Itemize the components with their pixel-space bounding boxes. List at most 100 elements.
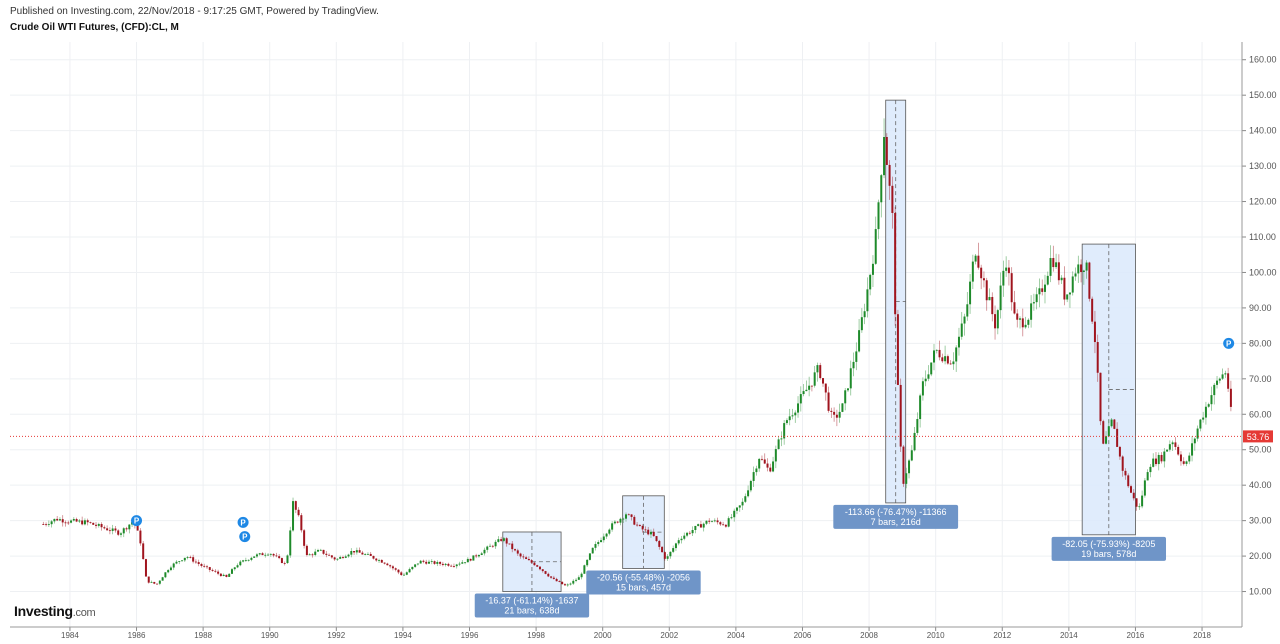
candle-body (1154, 458, 1157, 465)
candle-body (192, 557, 195, 562)
candle-body (982, 278, 985, 281)
candle-body (267, 554, 270, 556)
candle-body (969, 281, 972, 305)
candle-body (957, 336, 960, 348)
candle-body (625, 514, 627, 519)
candle-body (855, 351, 858, 362)
candle-body (350, 551, 353, 555)
candle-body (949, 363, 952, 365)
range-label-change: -20.56 (-55.48%) -2056 (597, 573, 690, 583)
candle-body (944, 356, 947, 362)
candle-body (702, 523, 705, 528)
p-marker[interactable]: P (239, 531, 251, 543)
candle-body (408, 569, 411, 573)
candle-body (239, 561, 242, 566)
candle-body (810, 385, 813, 387)
candle-body (1007, 267, 1010, 274)
x-tick-label: 2006 (794, 631, 812, 640)
candle-body (1196, 428, 1199, 439)
p-marker[interactable]: P (131, 515, 143, 527)
candle-body (741, 501, 744, 506)
candle-body (1010, 273, 1013, 303)
range-label-change: -16.37 (-61.14%) -1637 (485, 596, 578, 606)
candle-body (1019, 318, 1022, 320)
candle-body (269, 553, 272, 555)
candle-body (669, 551, 672, 557)
range-boxes (502, 99, 1136, 592)
candle-body (1082, 270, 1085, 272)
candle-body (183, 557, 186, 561)
x-tick-label: 1996 (461, 631, 479, 640)
candle-body (236, 565, 239, 568)
candle-body (1055, 262, 1058, 268)
candle-body (774, 449, 777, 462)
p-marker[interactable]: P (237, 516, 249, 528)
candle-body (314, 551, 317, 555)
candle-body (822, 378, 825, 384)
range-label-bars: 21 bars, 638d (504, 606, 559, 616)
candle-body (194, 561, 197, 563)
candle-body (785, 420, 788, 424)
candle-body (92, 522, 95, 525)
candle-body (1229, 388, 1232, 407)
candle-body (813, 372, 816, 386)
range-label-box (474, 593, 590, 618)
candle-body (730, 517, 733, 519)
candle-body (103, 527, 106, 529)
y-tick-label: 150.00 (1249, 90, 1277, 100)
candle-body (888, 164, 891, 186)
candle-body (1199, 419, 1202, 429)
candle-body (480, 553, 483, 556)
candle-body (97, 524, 100, 526)
last-price-label: 53.76 (1247, 432, 1270, 442)
candle-body (1191, 443, 1194, 456)
candle-body (1204, 406, 1207, 418)
p-markers[interactable]: P PPP (131, 337, 1235, 543)
candle-body (1130, 486, 1133, 493)
y-tick-label: 110.00 (1249, 232, 1276, 242)
candle-body (1080, 264, 1083, 272)
candle-body (858, 330, 861, 352)
candle-body (45, 524, 48, 526)
candle-body (336, 558, 339, 560)
candle-body (921, 381, 924, 396)
candle-body (638, 524, 641, 526)
candle-body (913, 432, 916, 451)
candle-body (860, 317, 863, 331)
p-marker[interactable]: P (1223, 337, 1235, 349)
candle-body (680, 538, 683, 541)
candle-body (910, 450, 913, 461)
candle-body (538, 566, 541, 570)
candle-body (111, 528, 114, 531)
axes: 10.00 20.00 30.00 40.00 50.00 60.00 70.00 80.00… (10, 42, 1277, 640)
y-tick-label: 50.00 (1249, 445, 1272, 455)
candle-body (1146, 472, 1149, 481)
candle-body (672, 548, 675, 552)
candle-body (217, 571, 220, 574)
candle-body (175, 561, 178, 564)
candle-body (430, 561, 433, 563)
candle-body (247, 559, 250, 561)
candle-body (561, 581, 564, 585)
candle-body (253, 556, 256, 558)
candle-body (72, 519, 75, 521)
x-tick-label: 2008 (860, 631, 878, 640)
candle-body (1068, 292, 1071, 295)
candle-body (1149, 466, 1152, 473)
candle-body (433, 561, 436, 564)
candle-body (874, 229, 877, 264)
candle-body (658, 540, 661, 547)
candle-body (447, 563, 450, 566)
candle-body (211, 569, 214, 571)
candle-body (225, 574, 228, 577)
y-tick-label: 100.00 (1249, 267, 1277, 277)
candle-body (386, 563, 389, 566)
candle-body (1213, 384, 1216, 396)
candle-body (1102, 421, 1105, 444)
candle-body (752, 472, 755, 481)
candle-body (42, 524, 45, 525)
candle-body (611, 523, 614, 530)
candle-body (1093, 321, 1096, 343)
candle-body (147, 576, 150, 583)
